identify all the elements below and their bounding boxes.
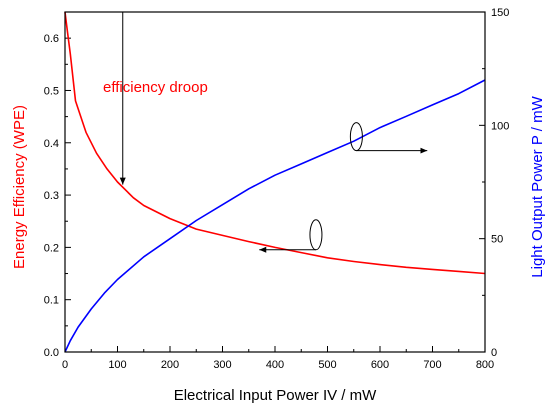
y-axis-left-label: Energy Efficiency (WPE) (11, 105, 28, 269)
y-axis-right-label: Light Output Power P / mW (529, 95, 546, 277)
x-tick-label: 200 (161, 359, 179, 371)
y-right-tick-label: 0 (491, 347, 497, 359)
efficiency-series-line (64, 11, 486, 275)
y-left-tick-label: 0.0 (44, 347, 59, 359)
y-left-tick-label: 0.6 (44, 33, 59, 45)
output-power-series-line (64, 79, 486, 353)
annotation-layer (119, 12, 428, 253)
y-left-tick-label: 0.3 (44, 190, 59, 202)
left-series-ellipse (309, 219, 323, 251)
y-left-tick-label: 0.1 (44, 295, 59, 307)
axis-ticks: 0 100 200 300 400 500 600 700 8000.00.10.20.30.4… (44, 7, 510, 371)
x-tick-label: 0 (62, 359, 68, 371)
x-tick-label: 700 (423, 359, 441, 371)
y-left-tick-label: 0.4 (44, 138, 59, 150)
x-axis-label: Electrical Input Power IV / mW (174, 387, 377, 404)
x-tick-label: 800 (476, 359, 494, 371)
x-tick-label: 300 (213, 359, 231, 371)
x-tick-label: 600 (371, 359, 389, 371)
y-right-tick-label: 100 (491, 120, 509, 132)
x-tick-label: 100 (108, 359, 126, 371)
x-tick-label: 400 (266, 359, 284, 371)
y-right-tick-label: 50 (491, 234, 503, 246)
efficiency-droop-label: efficiency droop (103, 79, 208, 96)
x-tick-label: 500 (318, 359, 336, 371)
y-left-tick-label: 0.5 (44, 85, 59, 97)
y-right-tick-label: 150 (491, 7, 509, 19)
right-series-ellipse (349, 122, 363, 152)
series-layer (64, 11, 486, 353)
y-left-tick-label: 0.2 (44, 242, 59, 254)
plot-area-frame (64, 11, 486, 353)
